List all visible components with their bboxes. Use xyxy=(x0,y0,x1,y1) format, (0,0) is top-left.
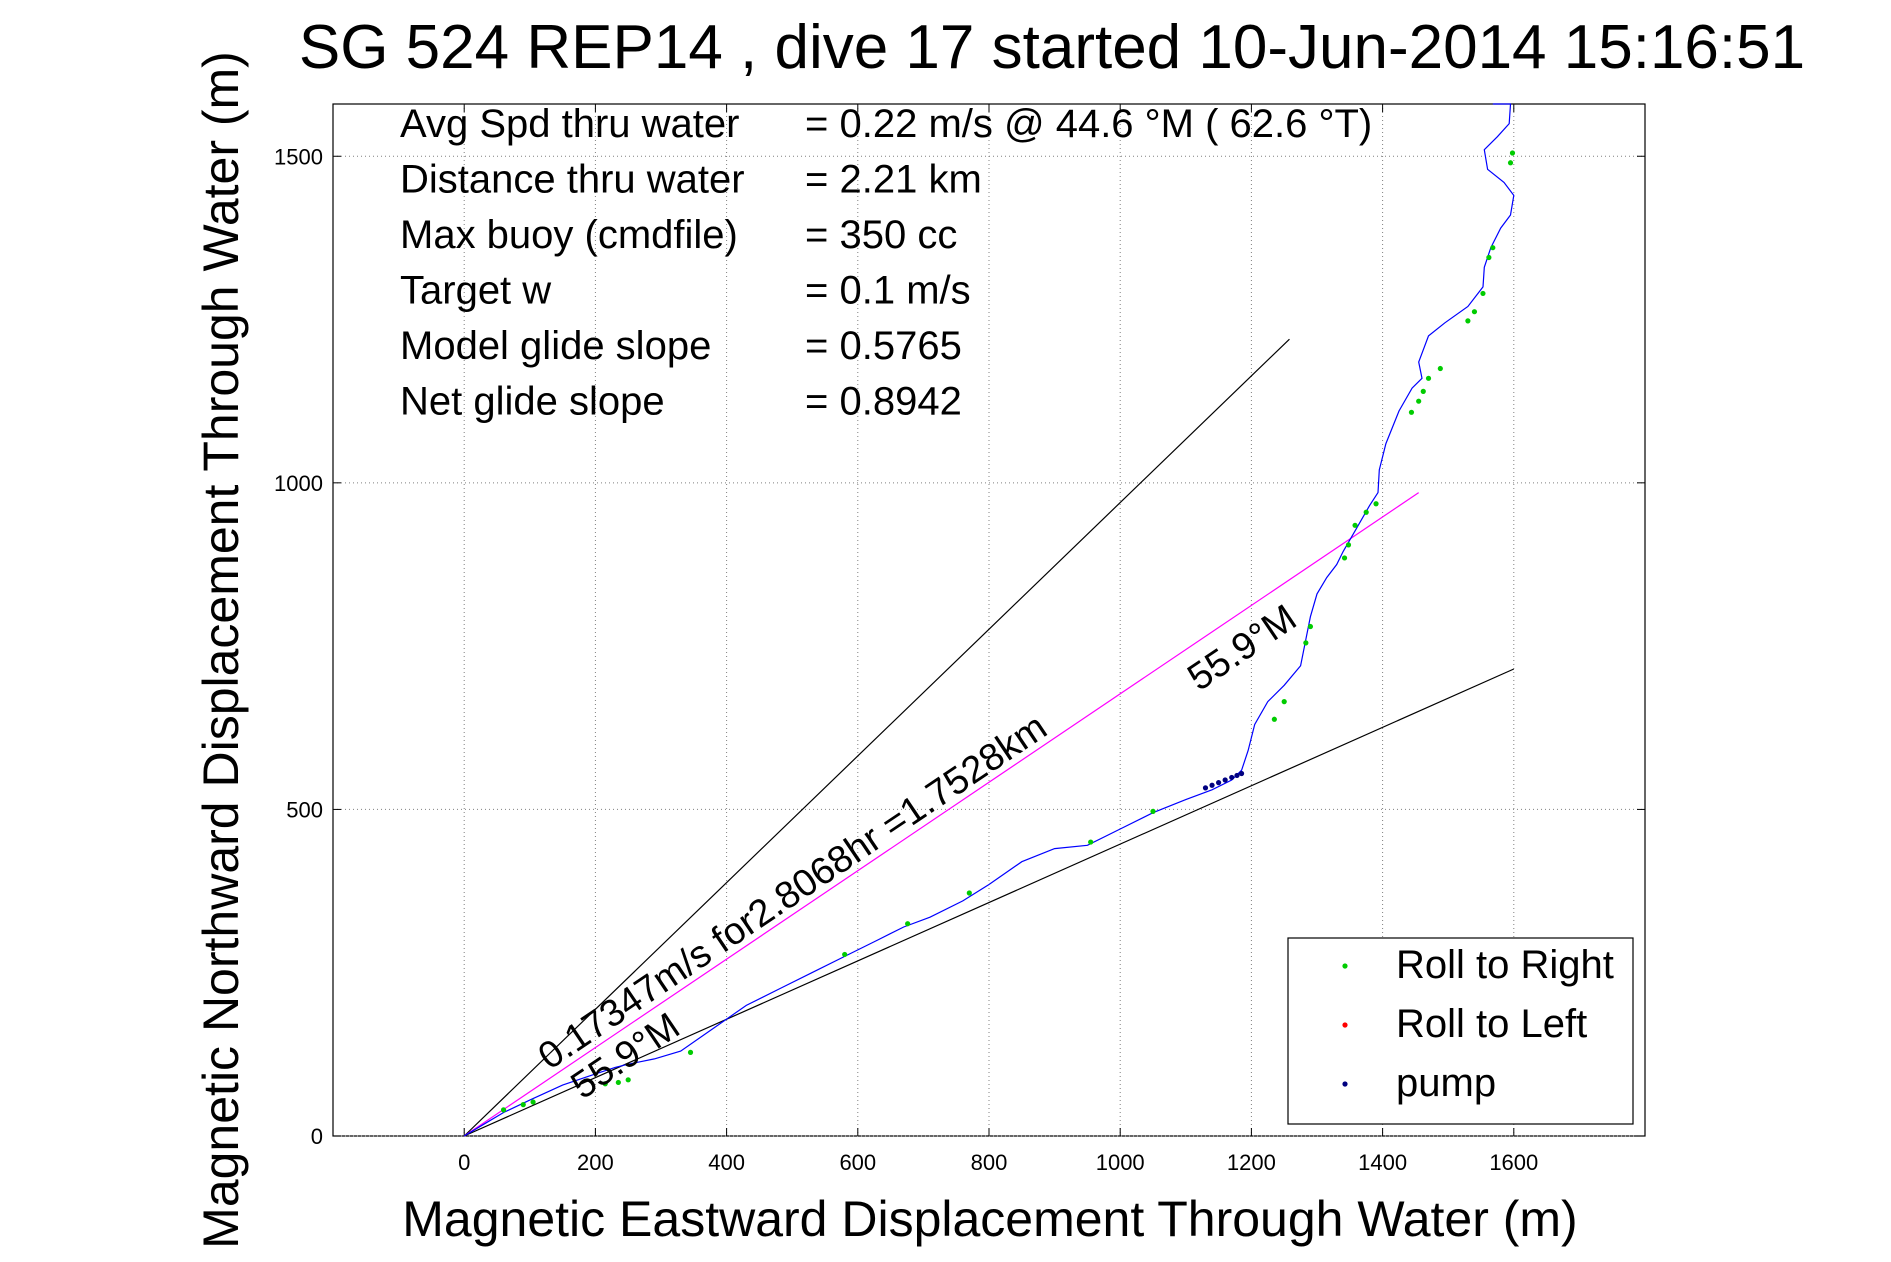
data-point xyxy=(1222,777,1228,783)
reference-line-slope-upper xyxy=(463,338,1290,1137)
data-point xyxy=(1088,839,1094,845)
reference-line-current-heading xyxy=(463,492,1420,1137)
legend-label: Roll to Right xyxy=(1396,943,1614,987)
y-tick-label: 500 xyxy=(286,797,323,822)
info-label: Target w xyxy=(400,269,551,313)
info-label: Model glide slope xyxy=(400,324,711,368)
legend-label: pump xyxy=(1396,1061,1496,1105)
data-point xyxy=(1509,150,1516,156)
x-tick-label: 0 xyxy=(458,1150,470,1175)
data-point xyxy=(1307,623,1314,630)
data-point xyxy=(1507,160,1514,166)
data-point xyxy=(1209,782,1215,788)
x-tick-label: 600 xyxy=(839,1150,876,1175)
data-point xyxy=(1238,770,1245,777)
legend-box xyxy=(1287,937,1634,1125)
x-tick-label: 400 xyxy=(708,1150,745,1175)
info-value: = 0.8942 xyxy=(805,380,962,424)
info-value: = 0.1 m/s xyxy=(805,269,971,313)
data-point xyxy=(1281,699,1287,705)
data-point xyxy=(602,1081,608,1087)
x-tick-label: 1600 xyxy=(1489,1150,1538,1175)
data-point xyxy=(1202,785,1209,791)
data-point xyxy=(1234,772,1240,779)
data-point xyxy=(1408,409,1415,415)
info-label: Distance thru water xyxy=(400,158,745,202)
x-axis-label: Magnetic Eastward Displacement Through W… xyxy=(402,1191,1577,1247)
data-point xyxy=(1480,290,1486,297)
plot-area: 0 200 400 600 800 1000 1200 1400 1600 0 500 1000 15… xyxy=(274,102,1646,1175)
info-label: Avg Spd thru water xyxy=(400,102,739,146)
track-polyline xyxy=(463,103,1515,1137)
data-point xyxy=(1373,501,1379,507)
data-point xyxy=(1341,555,1348,561)
info-value: = 0.5765 xyxy=(805,324,962,368)
data-point xyxy=(842,951,848,958)
data-point xyxy=(530,1099,536,1105)
data-point xyxy=(1271,716,1277,722)
data-point xyxy=(1490,245,1496,251)
legend-label: Roll to Left xyxy=(1396,1002,1587,1046)
data-point xyxy=(1416,398,1422,404)
data-point xyxy=(1345,542,1352,548)
y-tick-label: 1500 xyxy=(274,144,323,169)
info-value: = 0.22 m/s @ 44.6 °M ( 62.6 °T) xyxy=(805,102,1372,146)
data-point xyxy=(1465,318,1471,324)
dive-info: Avg Spd thru water = 0.22 m/s @ 44.6 °M (… xyxy=(400,102,1372,424)
legend-marker xyxy=(1342,1022,1348,1028)
x-tick-label: 1200 xyxy=(1227,1150,1276,1175)
data-point xyxy=(625,1077,631,1083)
x-tick-label: 800 xyxy=(971,1150,1008,1175)
info-label: Max buoy (cmdfile) xyxy=(400,213,738,257)
x-tick-label: 1000 xyxy=(1096,1150,1145,1175)
x-axis-ticks: 0 200 400 600 800 1000 1200 1400 1600 xyxy=(458,104,1538,1175)
legend-marker xyxy=(1342,963,1348,969)
data-point xyxy=(615,1079,621,1086)
data-point xyxy=(1352,522,1358,528)
y-axis-ticks: 0 500 1000 1500 xyxy=(274,144,1645,1149)
data-point xyxy=(1229,774,1235,781)
data-point xyxy=(1471,309,1478,315)
data-point xyxy=(1420,388,1426,394)
data-point xyxy=(1303,640,1309,646)
series-markers xyxy=(500,150,1516,1113)
data-point xyxy=(520,1102,526,1108)
data-point xyxy=(905,921,911,927)
chart-title: SG 524 REP14 , dive 17 started 10-Jun-20… xyxy=(299,13,1805,82)
legend-marker xyxy=(1342,1081,1348,1087)
x-tick-label: 200 xyxy=(577,1150,614,1175)
y-tick-label: 1000 xyxy=(274,471,323,496)
data-point xyxy=(966,890,972,896)
track-line xyxy=(463,103,1515,1137)
data-point xyxy=(687,1049,694,1055)
info-value: = 350 cc xyxy=(805,213,957,257)
legend-items: Roll to Right Roll to Left pump xyxy=(1342,943,1614,1105)
y-tick-label: 0 xyxy=(311,1124,323,1149)
data-point xyxy=(1363,509,1369,515)
data-point xyxy=(1216,780,1222,786)
reference-line-slope-lower xyxy=(463,668,1515,1137)
data-point xyxy=(1486,254,1492,261)
legend: Roll to Right Roll to Left pump xyxy=(1287,937,1634,1125)
data-point xyxy=(1425,375,1432,381)
x-tick-label: 1400 xyxy=(1358,1150,1407,1175)
info-value: = 2.21 km xyxy=(805,158,982,202)
data-point xyxy=(1437,365,1443,372)
info-label: Net glide slope xyxy=(400,380,665,424)
data-point xyxy=(1150,808,1156,814)
data-point xyxy=(500,1107,507,1113)
reference-lines xyxy=(463,338,1515,1137)
y-axis-label: Magnetic Northward Displacement Through … xyxy=(193,51,249,1249)
